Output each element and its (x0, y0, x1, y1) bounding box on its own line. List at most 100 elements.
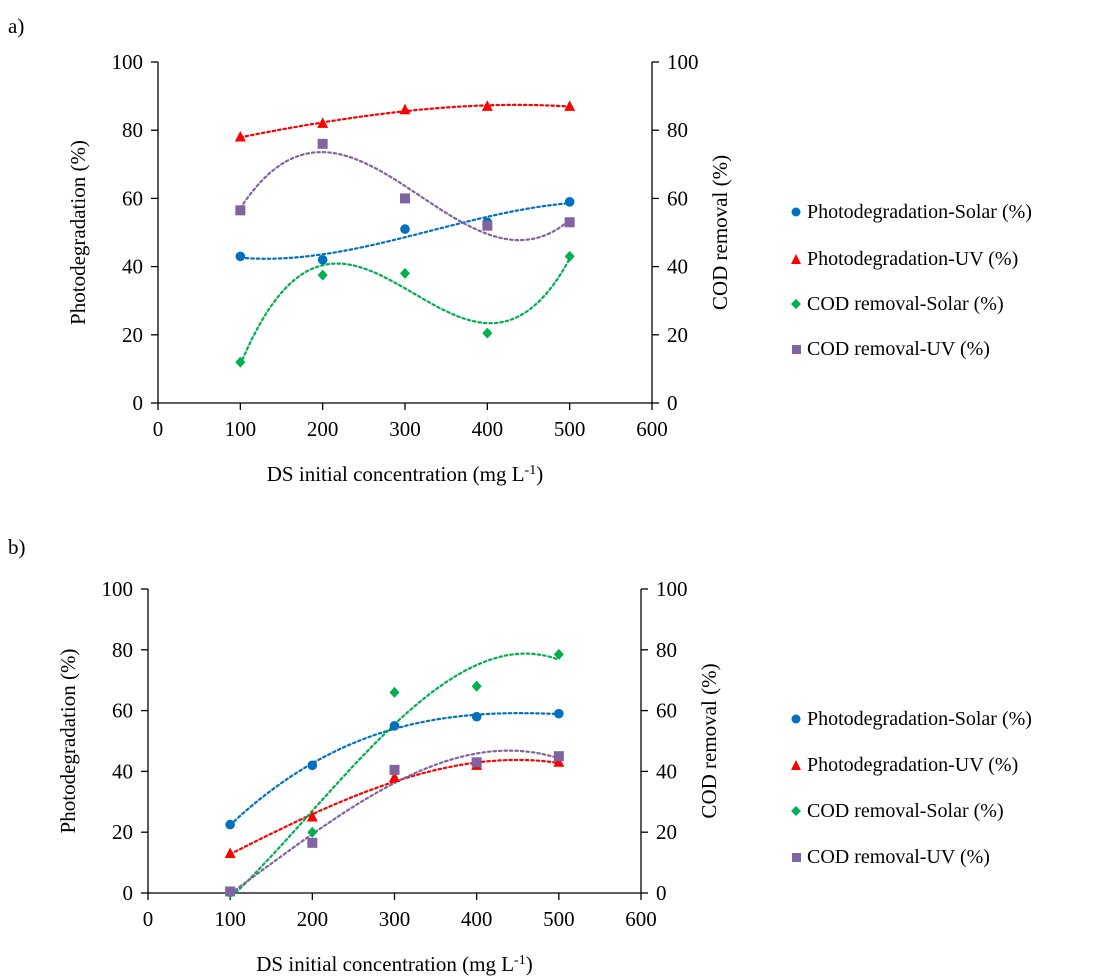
data-point-photodegradation-uv (481, 100, 493, 111)
data-point-photodegradation-solar (471, 711, 482, 722)
y2-tick-label: 20 (656, 820, 677, 844)
legend-label: Photodegradation-Solar (%) (807, 708, 1032, 730)
y2-tick-label: 80 (667, 118, 688, 142)
data-point-cod-removal-uv (564, 217, 575, 228)
y2-tick-label: 0 (667, 391, 678, 415)
y-tick-label: 80 (112, 638, 133, 662)
y2-tick-label: 100 (667, 50, 699, 74)
legend-marker-diamond (790, 805, 802, 817)
x-tick-label: 100 (225, 417, 257, 441)
data-point-photodegradation-solar (307, 760, 318, 771)
data-point-photodegradation-uv (389, 771, 400, 782)
legend-label: Photodegradation-UV (%) (807, 754, 1019, 776)
data-point-cod-removal-solar (235, 356, 246, 368)
data-point-photodegradation-uv (234, 131, 246, 142)
data-point-photodegradation-solar (554, 708, 564, 719)
data-point-cod-removal-uv (389, 764, 400, 775)
data-point-cod-removal-solar (400, 267, 410, 279)
legend-label: COD removal-UV (%) (807, 846, 990, 868)
y-tick-label: 0 (123, 881, 134, 905)
x-tick-label: 0 (153, 417, 164, 441)
x-tick-label: 400 (461, 907, 493, 931)
legend-marker-circle (790, 713, 802, 725)
legend-label: COD removal-Solar (%) (807, 293, 1004, 315)
y-tick-label: 20 (122, 323, 143, 347)
chart-panel-a: a) 0 0 20 20 40 40 60 60 80 80 100 100 0 100 200 300 400… (8, 14, 1032, 486)
data-point-cod-removal-solar (482, 327, 493, 339)
legend-label: Photodegradation-UV (%) (807, 248, 1019, 270)
legend-label: Photodegradation-Solar (%) (807, 201, 1032, 223)
legend-marker-square (790, 343, 802, 355)
x-tick-label: 0 (143, 907, 154, 931)
y-tick-label: 60 (122, 186, 143, 210)
x-tick-label: 600 (636, 417, 668, 441)
data-point-cod-removal-uv (553, 751, 564, 762)
legend-marker-square (790, 851, 802, 863)
legend-marker-circle (790, 206, 802, 218)
y2-axis-title: COD removal (%) (697, 663, 721, 818)
data-point-cod-removal-solar (389, 686, 400, 698)
data-point-photodegradation-uv (224, 847, 236, 858)
trendline-cod-removal-solar (239, 257, 571, 366)
data-point-cod-removal-uv (225, 886, 236, 897)
trendline-cod-removal-uv (239, 150, 571, 242)
trendline-photodegradation-solar (239, 202, 571, 260)
trendline-photodegradation-uv (229, 758, 560, 856)
y2-tick-label: 40 (667, 255, 688, 279)
data-point-photodegradation-solar (389, 721, 400, 731)
data-point-photodegradation-uv (564, 100, 576, 111)
data-point-cod-removal-solar (317, 269, 328, 281)
data-point-photodegradation-uv (553, 756, 565, 767)
y2-tick-label: 60 (656, 699, 677, 723)
data-point-cod-removal-uv (471, 757, 482, 768)
data-point-cod-removal-uv (317, 138, 328, 149)
legend-marker-triangle (790, 253, 802, 265)
data-point-cod-removal-uv (307, 837, 318, 848)
x-tick-label: 300 (379, 907, 411, 931)
legend-marker-diamond (790, 298, 802, 310)
data-point-photodegradation-solar (225, 819, 235, 830)
y2-tick-label: 20 (667, 323, 688, 347)
chart-panel-b: b) 0 0 20 20 40 40 60 60 80 80 100 100 0 100 200 300 400… (0, 490, 1109, 977)
y2-tick-label: 80 (656, 638, 677, 662)
y-tick-label: 40 (122, 255, 143, 279)
data-point-photodegradation-solar (400, 224, 410, 234)
data-point-photodegradation-solar (564, 197, 575, 207)
data-point-photodegradation-solar (317, 254, 328, 265)
x-tick-label: 100 (214, 907, 246, 931)
y-tick-label: 100 (112, 50, 144, 74)
y-axis-title: Photodegradation (%) (66, 140, 90, 325)
data-point-photodegradation-solar (235, 251, 246, 262)
legend-marker-triangle (790, 759, 802, 771)
x-tick-label: 200 (307, 417, 339, 441)
x-tick-label: 200 (297, 907, 329, 931)
y-tick-label: 0 (133, 391, 144, 415)
legend-label: COD removal-UV (%) (807, 338, 990, 360)
data-point-cod-removal-uv (400, 193, 410, 204)
y-axis-title: Photodegradation (%) (56, 649, 80, 834)
data-point-cod-removal-solar (564, 250, 575, 262)
y2-tick-label: 60 (667, 186, 688, 210)
data-point-cod-removal-solar (471, 680, 482, 692)
y-tick-label: 60 (112, 699, 133, 723)
y-tick-label: 20 (112, 820, 133, 844)
y2-tick-label: 0 (656, 881, 667, 905)
data-point-photodegradation-uv (306, 811, 318, 822)
data-point-photodegradation-uv (317, 117, 329, 128)
x-tick-label: 600 (625, 907, 657, 931)
panel-label: b) (8, 535, 26, 559)
y2-axis-title: COD removal (%) (708, 155, 732, 310)
x-axis-title: DS initial concentration (mg L-1) (256, 952, 532, 976)
panel-label: a) (8, 14, 25, 38)
y2-tick-label: 40 (656, 759, 677, 783)
x-tick-label: 300 (389, 417, 421, 441)
data-point-photodegradation-uv (399, 103, 411, 115)
y-tick-label: 100 (102, 577, 134, 601)
x-tick-label: 500 (554, 417, 586, 441)
data-point-cod-removal-solar (307, 826, 318, 838)
data-point-cod-removal-uv (235, 205, 246, 216)
x-axis-title: DS initial concentration (mg L-1) (267, 462, 543, 486)
y-tick-label: 80 (122, 118, 143, 142)
